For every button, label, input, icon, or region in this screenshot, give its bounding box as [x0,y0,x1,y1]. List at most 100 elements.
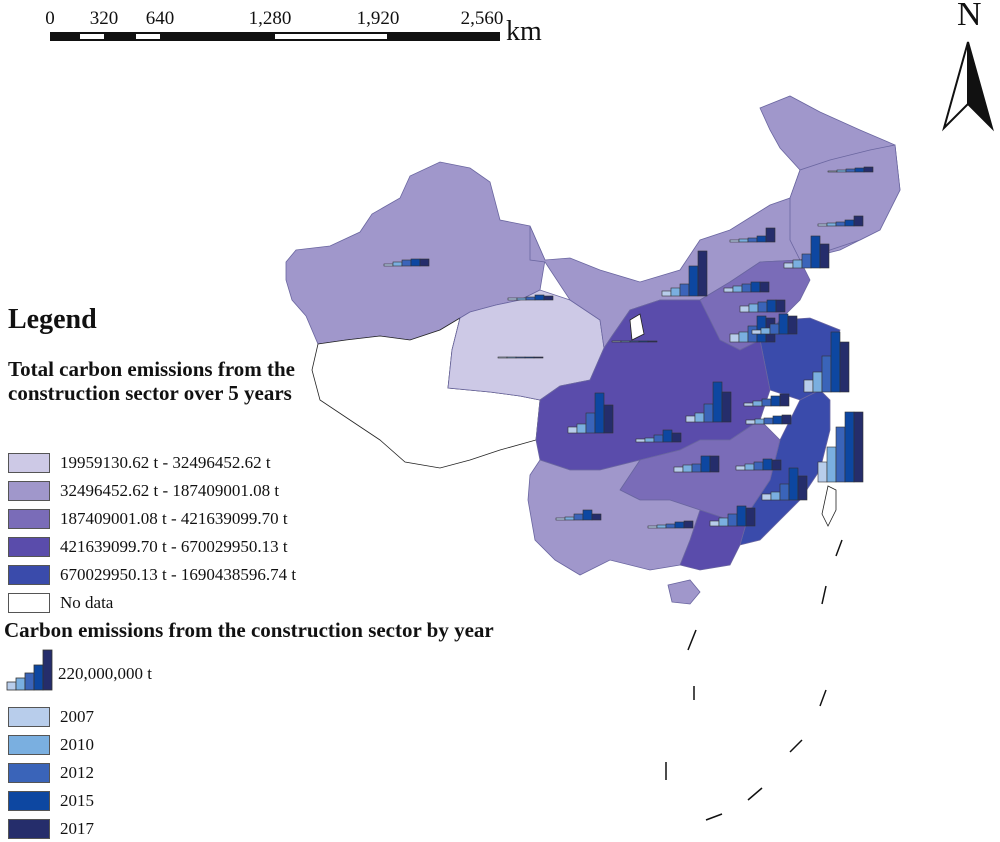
province-bar [748,303,759,313]
province-bar [694,412,705,423]
province-bar [739,305,750,313]
province-bar [771,459,782,471]
scale-tick-320: 320 [89,8,119,29]
province-bar [497,356,508,359]
legend-class-label: 187409001.08 t - 421639099.70 t [60,509,288,528]
province-bar [665,523,676,529]
province-bar [721,391,732,423]
province-bar-chart [735,458,782,471]
province-bar [744,463,755,471]
province-bar [762,458,773,471]
province-bar [830,331,841,393]
province-bar [534,294,545,301]
region-ningxia [629,313,645,341]
province-bar [670,287,681,297]
province-bar [718,517,729,527]
legend-class-4: 421639099.70 t - 670029950.13 t [8,536,288,558]
legend-swatch [8,565,50,585]
province-bar [826,446,837,483]
province-bar [745,419,756,425]
scale-tick-640: 640 [145,8,175,29]
province-bar [803,379,814,393]
legend-swatch [8,791,50,811]
province-bar [752,400,763,407]
region-hainan [667,579,701,605]
legend-year-label: 2015 [60,791,94,810]
legend-year-2012: 2012 [8,762,94,784]
province-bar [788,467,799,501]
province-bar [769,323,780,335]
legend-swatch [8,481,50,501]
legend-swatch [8,707,50,727]
province-bar [671,432,682,443]
legend-title: Legend [8,304,97,335]
province-bar-chart [611,340,658,343]
province-bar [775,299,786,313]
north-label: N [957,0,982,33]
province-bar [611,340,622,343]
province-bar [787,315,798,335]
province-bar [763,417,774,425]
province-bar [732,285,743,293]
legend-class-label: 421639099.70 t - 670029950.13 t [60,537,288,556]
province-bar-chart [827,166,874,173]
province-bar [656,524,667,529]
province-bar [727,513,738,527]
province-bar [653,434,664,443]
province-bar [674,521,685,529]
province-bar [735,465,746,471]
province-bar [585,412,596,434]
province-bar [712,381,723,423]
province-bar [564,516,575,521]
province-bar [839,341,850,393]
province-bar [525,296,536,301]
province-bar [691,463,702,473]
province-bar [756,235,767,243]
province-bar-chart [567,392,614,434]
province-bar [759,281,770,293]
province-bar [747,237,758,243]
legend-class-label: No data [60,593,114,612]
province-bar-chart [709,505,756,527]
province-bar [576,423,587,434]
province-bar [629,340,640,343]
province-bar-chart [803,331,850,393]
legend-year-2015: 2015 [8,790,94,812]
legend-class-nodata: No data [8,592,113,614]
legend-class-label: 670029950.13 t - 1690438596.74 t [60,565,297,584]
province-bar [533,356,544,359]
north-arrow [942,41,994,132]
province-bar [647,525,658,529]
province-bar [751,329,762,335]
province-bar [761,398,772,407]
nine-dash-line [665,539,843,821]
province-bar [783,262,794,269]
province-bar [703,403,714,423]
province-bar-chart [497,356,544,359]
province-bar [647,340,658,343]
province-bar [750,281,761,293]
province-bar [801,253,812,269]
province-bar [845,168,856,173]
provinces [285,95,901,605]
province-bar [835,426,846,483]
province-bar [620,340,631,343]
province-bar [682,464,693,473]
scale-bar [50,32,500,41]
province-bar-chart [751,313,798,335]
province-bar [543,295,554,301]
province-bar [826,222,837,227]
province-bar [853,411,864,483]
scale-tick-0: 0 [45,8,55,29]
province-bar [392,261,403,267]
province-bar [506,356,517,359]
province-bar-chart [743,393,790,407]
province-bar [810,235,821,269]
legend-class-3: 187409001.08 t - 421639099.70 t [8,508,288,530]
province-bar [709,520,720,527]
province-bar [765,227,776,243]
legend-bar-sample [6,649,53,691]
province-bar [844,411,855,483]
province-bar [760,327,771,335]
